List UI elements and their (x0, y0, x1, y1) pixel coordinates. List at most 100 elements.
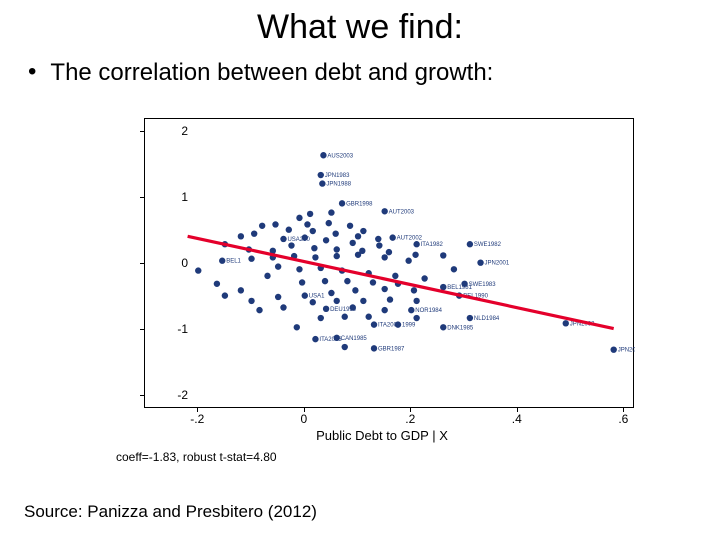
data-point (328, 290, 334, 296)
data-point (352, 287, 358, 293)
data-point (296, 215, 302, 221)
data-point (392, 273, 398, 279)
data-point (359, 248, 365, 254)
data-point (286, 227, 292, 233)
data-point (214, 281, 220, 287)
data-point-label: 1999 (402, 323, 416, 329)
data-point (275, 263, 281, 269)
data-point-label: CAN1985 (341, 336, 368, 342)
y-tick-label: -1 (158, 322, 188, 336)
data-point (296, 266, 302, 272)
data-point-label: BEL1981 (447, 285, 472, 291)
data-point (323, 306, 329, 312)
data-point (280, 236, 286, 242)
data-point (275, 294, 281, 300)
data-point (381, 254, 387, 260)
x-tick-mark (304, 408, 305, 412)
data-point (610, 346, 616, 352)
data-point (355, 233, 361, 239)
source-citation: Source: Panizza and Presbitero (2012) (24, 502, 317, 522)
data-point-label: BEL1 (226, 259, 241, 265)
data-point-label: AUT2002 (397, 236, 423, 242)
data-point (395, 321, 401, 327)
data-point (322, 278, 328, 284)
data-point (381, 208, 387, 214)
data-point (350, 240, 356, 246)
data-point (370, 279, 376, 285)
data-point (310, 299, 316, 305)
x-tick-mark (623, 408, 624, 412)
data-point (334, 298, 340, 304)
data-point-label: JPN20 (618, 348, 635, 354)
data-point (318, 172, 324, 178)
x-tick-mark (517, 408, 518, 412)
data-point (440, 284, 446, 290)
data-point (332, 230, 338, 236)
coefficient-note: coeff=-1.83, robust t-stat=4.80 (116, 450, 277, 464)
data-point-label: AUS2003 (327, 153, 353, 159)
plot-svg: AUS2003 JPN1983 JPN1988 GBR1998 AUT2003 AUT20… (145, 119, 635, 409)
data-point (350, 304, 356, 310)
data-point-label: AUT2003 (389, 209, 415, 215)
y-tick-mark (140, 263, 144, 264)
data-point (326, 220, 332, 226)
data-point (375, 236, 381, 242)
data-point (451, 266, 457, 272)
data-point-label: SWE1982 (474, 242, 502, 248)
data-point (371, 345, 377, 351)
y-tick-mark (140, 395, 144, 396)
data-point (413, 298, 419, 304)
data-point (563, 320, 569, 326)
y-tick-mark (140, 131, 144, 132)
data-point (288, 242, 294, 248)
data-point (413, 315, 419, 321)
x-tick-label: .4 (512, 412, 522, 426)
y-tick-label: 1 (158, 190, 188, 204)
data-point (238, 287, 244, 293)
data-point (421, 275, 427, 281)
data-point (440, 252, 446, 258)
data-point (387, 296, 393, 302)
data-point (310, 228, 316, 234)
data-point-label: ITA1982 (421, 242, 444, 248)
data-point (412, 252, 418, 258)
data-point (467, 241, 473, 247)
data-point (264, 273, 270, 279)
data-point (318, 315, 324, 321)
data-point-label: ITA2003 (319, 337, 342, 343)
y-tick-label: -2 (158, 388, 188, 402)
data-point (376, 242, 382, 248)
data-point (248, 298, 254, 304)
data-point-label: NOR1984 (415, 308, 442, 314)
data-point (195, 267, 201, 273)
page-title: What we find: (0, 0, 720, 47)
data-point (222, 292, 228, 298)
data-point (302, 234, 308, 240)
bullet-item: • The correlation between debt and growt… (0, 47, 720, 87)
bullet-dot-icon: • (28, 59, 36, 85)
data-point-label: USA1 (309, 294, 325, 300)
data-point (334, 246, 340, 252)
data-point (360, 228, 366, 234)
data-point (299, 279, 305, 285)
data-point (413, 241, 419, 247)
data-point (304, 221, 310, 227)
data-point (302, 292, 308, 298)
data-point-label: JPN1988 (326, 182, 351, 188)
x-tick-mark (410, 408, 411, 412)
data-point (344, 278, 350, 284)
data-point-label: DNK1985 (447, 325, 474, 331)
data-point-label: NLD1984 (474, 316, 500, 322)
x-tick-label: .2 (405, 412, 415, 426)
data-point-label: JPN1983 (325, 173, 350, 179)
y-tick-label: 0 (158, 256, 188, 270)
data-point (219, 258, 225, 264)
data-point (371, 321, 377, 327)
data-point-label: GBR1998 (346, 201, 373, 207)
y-tick-label: 2 (158, 124, 188, 138)
x-axis-label: Public Debt to GDP | X (112, 428, 652, 443)
data-point (381, 286, 387, 292)
data-point (307, 211, 313, 217)
data-point (467, 315, 473, 321)
bullet-text: The correlation between debt and growth: (50, 59, 493, 87)
